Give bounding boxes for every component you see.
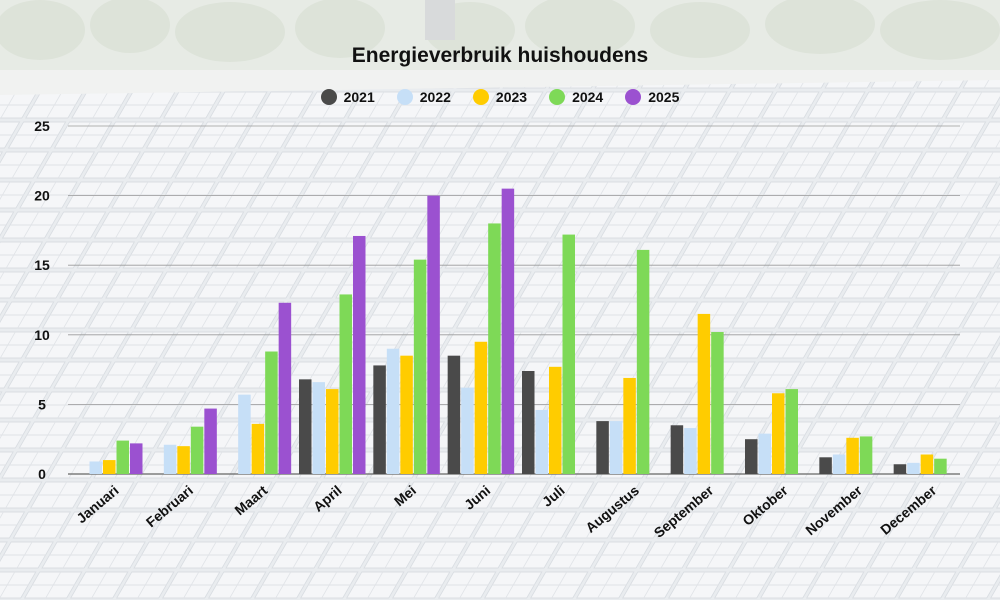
bar-2022-april bbox=[312, 382, 325, 474]
bar-2025-april bbox=[353, 235, 366, 474]
bar-2023-juni bbox=[474, 341, 488, 474]
bar-2023-februari bbox=[177, 446, 190, 474]
bar-2024-juni bbox=[488, 223, 501, 474]
bar-2021-juli bbox=[522, 370, 535, 474]
legend-label: 2025 bbox=[648, 89, 680, 105]
bar-2022-juni bbox=[461, 387, 474, 474]
bar-2025-januari bbox=[130, 443, 143, 474]
legend-item-2021: 2021 bbox=[320, 89, 375, 105]
bar-2023-augustus bbox=[623, 377, 636, 474]
legend-item-2025: 2025 bbox=[625, 89, 679, 105]
bar-2021-juni bbox=[447, 355, 461, 474]
y-tick-label: 0 bbox=[38, 466, 46, 482]
bar-2021-december bbox=[893, 464, 907, 474]
bar-2022-mei bbox=[386, 348, 400, 474]
bar-2022-oktober bbox=[758, 433, 771, 474]
chart-title: Energieverbruik huishoudens bbox=[351, 44, 649, 67]
x-tick-label: Oktober bbox=[739, 482, 791, 529]
bar-2021-november bbox=[819, 457, 832, 474]
bar-2021-augustus bbox=[596, 421, 609, 474]
bar-2023-mei bbox=[400, 355, 413, 474]
bar-2023-november bbox=[846, 437, 859, 474]
bar-2024-oktober bbox=[785, 389, 798, 474]
legend-swatch bbox=[549, 89, 566, 105]
bar-2024-december bbox=[934, 458, 947, 474]
x-tick-label: September bbox=[651, 482, 717, 541]
x-tick-label: Februari bbox=[143, 482, 196, 530]
legend-label: 2023 bbox=[495, 89, 528, 105]
legend-item-2023: 2023 bbox=[472, 89, 528, 105]
bar-2023-oktober bbox=[772, 393, 785, 474]
bar-2025-februari bbox=[204, 408, 217, 474]
x-tick-label: Januari bbox=[73, 482, 121, 526]
legend-swatch bbox=[396, 89, 413, 105]
x-tick-label: Juli bbox=[539, 482, 568, 510]
y-tick-label: 10 bbox=[34, 327, 50, 343]
x-tick-label: Augustus bbox=[582, 482, 642, 536]
legend-item-2024: 2024 bbox=[549, 89, 603, 105]
bar-2021-oktober bbox=[745, 439, 758, 474]
legend-item-2022: 2022 bbox=[396, 89, 451, 105]
bar-2024-maart bbox=[265, 351, 278, 474]
y-tick-label: 20 bbox=[34, 188, 50, 204]
bar-2024-januari bbox=[116, 440, 129, 474]
bar-2022-september bbox=[684, 428, 697, 474]
bar-2024-augustus bbox=[636, 249, 650, 474]
x-tick-label: April bbox=[310, 482, 345, 515]
legend-swatch bbox=[625, 89, 642, 105]
bar-2024-mei bbox=[413, 259, 427, 474]
y-tick-label: 15 bbox=[34, 257, 50, 273]
bar-2024-november bbox=[859, 436, 873, 474]
x-tick-label: Mei bbox=[391, 482, 419, 509]
legend-label: 2024 bbox=[572, 89, 604, 105]
legend-label: 2021 bbox=[343, 89, 375, 105]
bar-2025-mei bbox=[427, 195, 440, 474]
bar-2024-februari bbox=[190, 426, 204, 474]
x-tick-label: November bbox=[802, 482, 865, 539]
legend-swatch bbox=[320, 89, 337, 105]
bar-2022-augustus bbox=[609, 421, 623, 474]
y-tick-label: 5 bbox=[38, 396, 46, 412]
bar-2022-februari bbox=[163, 444, 177, 474]
bar-2023-september bbox=[697, 313, 711, 474]
x-tick-label: Maart bbox=[231, 482, 270, 518]
x-tick-label: December bbox=[877, 482, 940, 538]
bar-2024-april bbox=[339, 294, 352, 474]
bar-2024-september bbox=[711, 332, 724, 474]
bar-2025-juni bbox=[501, 188, 515, 474]
bar-2023-april bbox=[326, 389, 339, 474]
bar-2025-maart bbox=[278, 302, 292, 474]
bar-2023-december bbox=[920, 454, 934, 474]
bar-2021-april bbox=[299, 379, 312, 474]
bar-2022-december bbox=[907, 462, 920, 474]
bar-2021-september bbox=[670, 425, 684, 474]
bar-2022-november bbox=[832, 454, 846, 474]
bar-2022-januari bbox=[89, 461, 102, 474]
bar-2021-mei bbox=[373, 365, 386, 474]
bar-2023-juli bbox=[549, 366, 562, 474]
bar-2024-juli bbox=[562, 234, 575, 474]
bar-2022-juli bbox=[535, 409, 548, 474]
chart-legend: 2021 2022 2023 2024 2025 bbox=[0, 89, 1000, 105]
x-tick-label: Juni bbox=[461, 482, 493, 513]
bar-2023-januari bbox=[103, 460, 116, 474]
y-tick-label: 25 bbox=[34, 118, 50, 134]
bar-2023-maart bbox=[251, 423, 265, 474]
legend-swatch bbox=[472, 89, 489, 105]
bar-2022-maart bbox=[238, 394, 251, 474]
legend-label: 2022 bbox=[419, 89, 451, 105]
